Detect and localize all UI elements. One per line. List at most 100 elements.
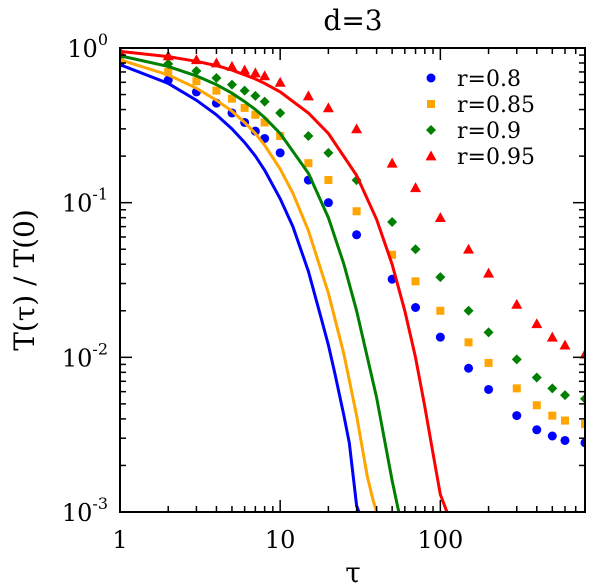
x-tick-label: 10 <box>265 526 296 554</box>
data-point <box>463 305 474 316</box>
data-point <box>580 393 585 404</box>
data-point <box>546 331 558 342</box>
y-tick-label: 10-1 <box>62 185 108 218</box>
data-point <box>250 90 261 101</box>
legend-item: r=0.9 <box>426 119 521 144</box>
data-point <box>483 327 494 338</box>
data-point <box>547 383 558 394</box>
data-point <box>532 425 542 435</box>
data-point <box>303 130 314 141</box>
data-point <box>483 267 495 278</box>
data-point <box>162 50 174 61</box>
data-point <box>323 198 333 208</box>
data-point <box>251 110 260 119</box>
y-axis-title: T(τ) / T(0) <box>8 209 41 351</box>
data-point <box>386 157 398 168</box>
data-point <box>275 107 286 118</box>
data-point <box>164 67 173 76</box>
legend-marker <box>426 73 436 83</box>
data-layer <box>120 48 585 512</box>
data-point <box>210 57 222 68</box>
data-point <box>227 94 236 103</box>
data-point <box>163 75 173 85</box>
data-point <box>388 250 397 259</box>
legend-item: r=0.8 <box>426 67 521 92</box>
data-point <box>464 338 473 347</box>
legend-marker <box>426 125 436 135</box>
data-point <box>435 332 445 342</box>
x-tick-label: 1 <box>112 526 127 554</box>
plot-frame <box>119 47 586 513</box>
x-tick-label: 100 <box>417 526 463 554</box>
data-point <box>250 126 260 136</box>
data-point <box>463 243 475 254</box>
data-point <box>410 182 422 193</box>
data-point <box>511 354 522 365</box>
series-4 <box>120 48 585 512</box>
data-point <box>579 348 585 359</box>
data-point <box>302 90 314 101</box>
data-point <box>434 212 446 223</box>
data-point <box>275 148 285 158</box>
data-point <box>580 438 585 448</box>
legend-item: r=0.85 <box>427 93 535 118</box>
legend-item: r=0.95 <box>425 145 535 170</box>
data-point <box>211 72 222 83</box>
data-point <box>559 390 570 401</box>
data-point <box>387 216 398 227</box>
data-point <box>411 277 420 286</box>
legend-label: r=0.95 <box>457 145 535 170</box>
data-point <box>560 416 569 425</box>
data-point <box>239 85 250 96</box>
data-point <box>239 64 251 75</box>
data-point <box>560 435 570 445</box>
data-point <box>323 147 334 158</box>
y-tick-label: 100 <box>67 30 108 63</box>
legend-label: r=0.9 <box>457 119 521 144</box>
data-point <box>120 54 124 63</box>
data-point <box>324 176 333 185</box>
data-point <box>192 77 201 86</box>
data-point <box>120 48 126 56</box>
axis-layer: 1 10 100 100 10-1 10-2 10-3 <box>62 30 586 554</box>
data-point <box>259 70 271 81</box>
data-point <box>226 79 237 90</box>
legend: r=0.8r=0.85r=0.9r=0.95 <box>425 67 535 170</box>
legend-marker <box>427 100 435 108</box>
data-point <box>190 54 202 65</box>
data-point <box>260 118 269 127</box>
data-point <box>351 123 363 134</box>
data-point <box>581 420 585 429</box>
data-point <box>259 96 270 107</box>
data-point <box>163 58 174 69</box>
fit-line <box>120 54 401 512</box>
data-point <box>531 318 543 329</box>
data-point <box>410 244 421 255</box>
data-point <box>274 76 286 87</box>
x-axis-title: τ <box>345 556 361 588</box>
fit-line <box>120 58 379 512</box>
data-point <box>352 230 362 240</box>
data-point <box>322 102 334 113</box>
data-point <box>240 103 249 112</box>
data-point <box>411 302 421 312</box>
data-point <box>548 411 557 420</box>
y-tick-label: 10-3 <box>62 494 108 527</box>
data-point <box>304 159 313 168</box>
legend-marker <box>425 150 437 161</box>
data-point <box>352 207 361 216</box>
data-point <box>191 66 202 77</box>
data-point <box>436 306 445 315</box>
data-point <box>484 358 493 367</box>
data-point <box>249 67 261 78</box>
legend-label: r=0.85 <box>457 93 535 118</box>
y-tick-label: 10-2 <box>62 339 108 372</box>
series-3 <box>120 50 585 512</box>
data-point <box>484 384 494 394</box>
data-point <box>512 411 522 421</box>
data-point <box>532 401 541 410</box>
data-point <box>464 363 474 373</box>
fit-line <box>120 49 449 512</box>
legend-label: r=0.8 <box>457 67 521 92</box>
